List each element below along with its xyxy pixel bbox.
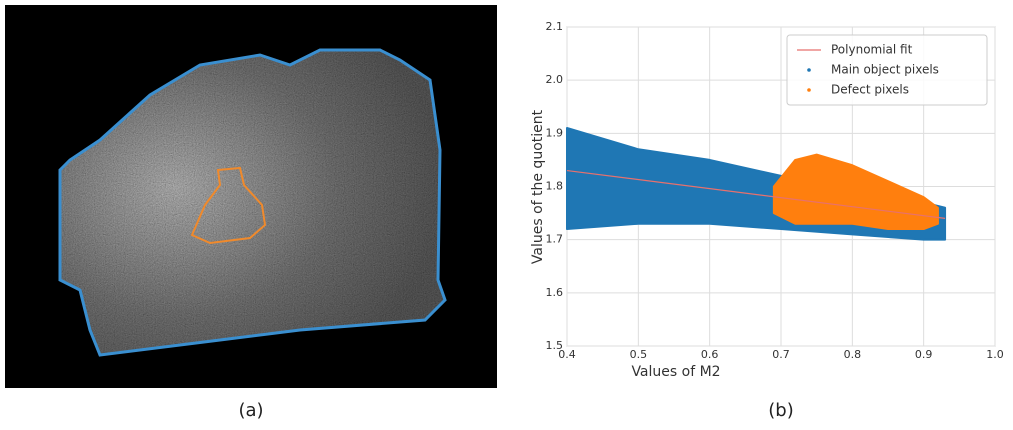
x-tick-label: 0.9	[915, 348, 933, 361]
x-tick-label: 0.4	[558, 348, 576, 361]
legend-label: Main object pixels	[831, 63, 939, 77]
caption: (a)	[238, 400, 263, 421]
x-axis-label: Values of M2	[631, 364, 720, 380]
y-tick-label: 1.7	[546, 233, 564, 246]
legend-swatch	[807, 88, 811, 92]
caption: (b)	[768, 400, 793, 421]
defect-outline	[190, 166, 267, 245]
legend-box	[786, 34, 988, 106]
y-axis-label: Values of the quotient	[530, 109, 546, 264]
y-tick-label: 2.1	[546, 20, 564, 33]
x-tick-label: 0.5	[630, 348, 648, 361]
y-tick-label: 1.9	[546, 126, 564, 139]
point-cloud	[772, 153, 939, 231]
legend-swatch	[807, 68, 811, 72]
x-tick-label: 1.0	[986, 348, 1004, 361]
object-image	[60, 50, 445, 355]
image-panel: (a)	[5, 5, 497, 421]
y-tick-label: 1.5	[546, 339, 564, 352]
x-tick-label: 0.6	[701, 348, 719, 361]
x-tick-label: 0.7	[772, 348, 790, 361]
y-tick-label: 1.6	[546, 286, 564, 299]
y-tick-label: 2.0	[546, 73, 564, 86]
y-tick-label: 1.8	[546, 180, 564, 193]
legend-label: Defect pixels	[831, 83, 909, 97]
fit-line	[566, 169, 946, 219]
object-outline	[58, 48, 447, 357]
x-tick-label: 0.8	[844, 348, 862, 361]
legend-label: Polynomial fit	[831, 43, 913, 57]
